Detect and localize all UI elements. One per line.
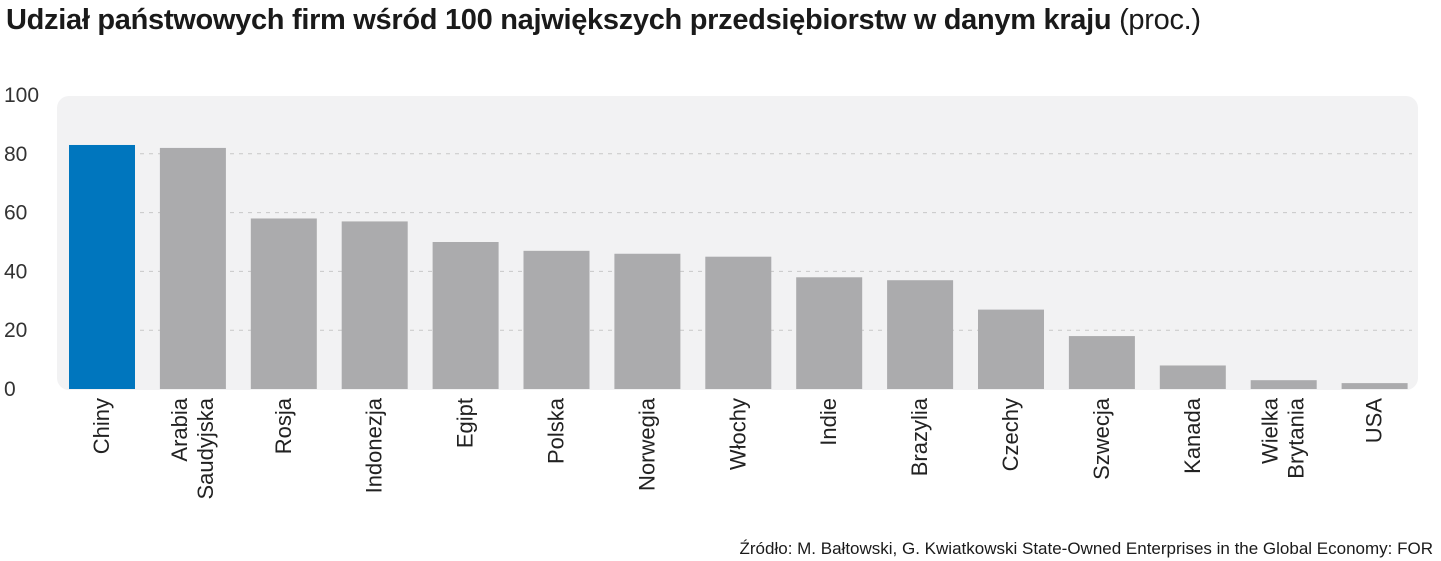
x-tick-label: USA: [1362, 398, 1387, 444]
x-category-label: Kanada: [1180, 397, 1205, 474]
bar: [1068, 336, 1135, 389]
x-category-label: Brazylia: [907, 397, 932, 476]
x-tick-label: Arabia: [167, 397, 192, 461]
x-category-label: Czechy: [998, 398, 1023, 471]
bar: [1250, 380, 1317, 389]
chart-title: Udział państwowych firm wśród 100 najwię…: [6, 4, 1201, 37]
y-tick-label: 0: [4, 378, 16, 401]
x-category-label: Wielka Brytania: [1258, 397, 1309, 478]
y-tick-label: 40: [4, 260, 27, 283]
x-category-label: Egipt: [453, 398, 478, 448]
x-category-label: Polska: [544, 397, 569, 464]
chart-title-unit: (proc.): [1119, 4, 1201, 36]
chart-title-text: Udział państwowych firm wśród 100 najwię…: [6, 4, 1112, 36]
x-tick-label: Kanada: [1180, 397, 1205, 474]
bar: [887, 280, 954, 389]
x-tick-label: Polska: [544, 397, 569, 464]
x-category-label: Indie: [816, 398, 841, 446]
x-category-label: Arabia Saudyjska: [167, 397, 218, 499]
bar: [159, 147, 226, 389]
y-tick-label: 80: [4, 143, 27, 166]
bar: [978, 309, 1044, 389]
bar: [250, 218, 317, 389]
bar: [432, 242, 499, 389]
x-tick-label: Szwecja: [1089, 397, 1114, 480]
x-tick-label: Brazylia: [907, 397, 932, 476]
x-category-label: Norwegia: [634, 397, 659, 491]
y-tick-label: 20: [4, 319, 27, 342]
bar: [1159, 365, 1226, 389]
x-tick-label: Wielka: [1258, 397, 1283, 464]
x-tick-label: Indonezja: [362, 397, 387, 493]
bar: [341, 221, 408, 389]
x-category-label: Chiny: [89, 398, 114, 454]
x-tick-label: Norwegia: [634, 397, 659, 491]
x-tick-label: Indie: [816, 398, 841, 446]
x-category-label: Szwecja: [1089, 397, 1114, 480]
x-category-label: USA: [1362, 398, 1387, 444]
source-note: Źródło: M. Bałtowski, G. Kwiatkowski Sta…: [739, 539, 1433, 558]
x-tick-label: Brytania: [1284, 397, 1309, 478]
x-tick-label: Chiny: [89, 398, 114, 454]
bar: [69, 144, 135, 389]
bar: [796, 277, 863, 389]
y-tick-label: 100: [4, 84, 39, 107]
x-tick-label: Egipt: [453, 398, 478, 448]
x-category-label: Indonezja: [362, 397, 387, 493]
x-category-label: Rosja: [271, 397, 296, 454]
bar: [1341, 383, 1408, 389]
x-category-label: Włochy: [725, 398, 750, 470]
x-tick-label: Czechy: [998, 398, 1023, 471]
x-tick-label: Włochy: [725, 398, 750, 470]
bar: [705, 256, 772, 389]
bar: [523, 250, 590, 389]
x-tick-label: Saudyjska: [193, 397, 218, 499]
y-tick-label: 60: [4, 202, 27, 225]
x-tick-label: Rosja: [271, 397, 296, 454]
bar: [614, 253, 681, 389]
